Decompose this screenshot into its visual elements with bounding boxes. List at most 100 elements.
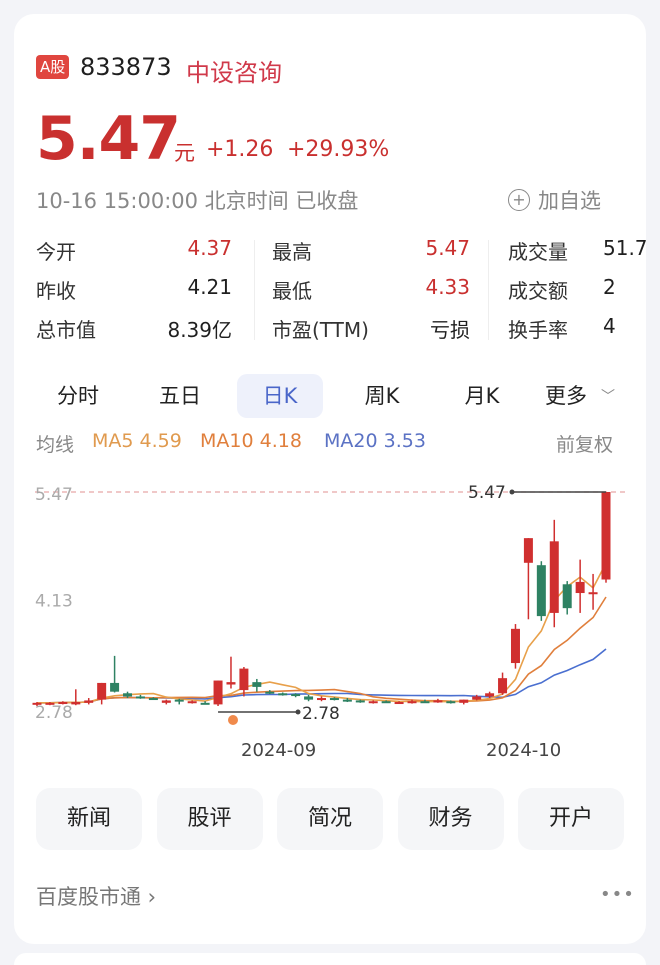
stat-label: 今开: [36, 240, 76, 264]
stat-label: 总市值: [36, 318, 96, 342]
ma-label: 均线: [36, 434, 75, 456]
candle-body: [446, 701, 456, 704]
price-change: +1.26: [206, 137, 274, 162]
candle-body: [562, 584, 572, 609]
candle-body: [381, 701, 391, 704]
price-change-pct: +29.93%: [287, 137, 390, 162]
candle-body: [549, 541, 559, 613]
candle-body: [213, 680, 223, 705]
candle-body: [304, 696, 314, 700]
candle-body: [135, 696, 145, 699]
candle-body: [342, 699, 352, 702]
quick-button-2[interactable]: 简况: [277, 788, 383, 850]
current-price: 5.47: [36, 104, 181, 174]
candle-body: [110, 682, 120, 692]
candle-body: [97, 682, 107, 700]
candle-body: [278, 693, 288, 696]
candle-body: [472, 696, 482, 700]
candle-body: [329, 698, 339, 701]
stat-value: 4.21: [187, 275, 232, 299]
divider: [254, 240, 255, 340]
candle-body: [588, 592, 598, 595]
adjust-selector[interactable]: 前复权: [556, 434, 614, 456]
tab-4[interactable]: 月K: [464, 384, 500, 408]
candle-body: [84, 700, 94, 703]
price-unit: 元: [174, 141, 195, 165]
stat-label: 换手率: [508, 318, 568, 342]
min-marker-dot: [295, 709, 301, 715]
ma20-value: MA20 3.53: [324, 430, 426, 452]
stat-value: 5.47: [425, 236, 470, 260]
min-price-label: 2.78: [302, 704, 340, 724]
candle-body: [239, 668, 249, 691]
stat-label: 成交额: [508, 279, 568, 303]
candle-body: [601, 492, 611, 580]
candle-body: [355, 700, 365, 703]
y-tick-label: 5.47: [35, 485, 73, 505]
stat-value: 4.33: [425, 275, 470, 299]
ma5-line: [37, 562, 607, 704]
stat-label: 市盈(TTM): [272, 318, 369, 342]
candle-body: [536, 565, 546, 617]
candle-body: [510, 628, 520, 664]
candle-body: [161, 700, 171, 703]
ma10-line: [37, 596, 607, 704]
candle-body: [317, 698, 326, 701]
quick-button-3[interactable]: 财务: [397, 788, 504, 850]
tab-2[interactable]: 日K: [237, 374, 323, 418]
kline-chart[interactable]: 5.47 4.13 2.78 5.47 2.78 2024-09 2024-10: [0, 470, 660, 770]
quick-button-4[interactable]: 开户: [518, 788, 624, 850]
candle-body: [433, 700, 443, 703]
candle-body: [123, 693, 133, 697]
add-watchlist-button[interactable]: + 加自选: [508, 185, 601, 215]
stat-value: 4: [603, 314, 616, 338]
candle-body: [226, 682, 236, 685]
stock-name[interactable]: 中设咨询: [186, 59, 282, 87]
tab-3[interactable]: 周K: [364, 384, 400, 408]
stat-value: 亏损: [430, 318, 470, 342]
ma5-value: MA5 4.59: [92, 430, 182, 452]
more-icon[interactable]: •••: [600, 884, 635, 905]
chevron-down-icon[interactable]: ﹀: [601, 389, 615, 405]
max-marker-dot: [509, 489, 515, 495]
candle-body: [498, 678, 508, 694]
stat-label: 最低: [272, 279, 312, 303]
source-link[interactable]: 百度股市通 ›: [36, 885, 157, 909]
candle-body: [252, 682, 262, 687]
candle-body: [291, 694, 301, 697]
market-badge: A股: [36, 55, 70, 79]
candle-body: [71, 702, 81, 705]
event-marker-icon: [228, 715, 238, 725]
add-watchlist-label: 加自选: [538, 189, 601, 213]
ma10-value: MA10 4.18: [200, 430, 302, 452]
candle-body: [485, 693, 495, 697]
stat-label: 成交量: [508, 240, 568, 264]
candle-body: [575, 581, 585, 594]
x-tick-label: 2024-09: [241, 740, 316, 761]
candle-body: [174, 699, 184, 702]
candle-body: [420, 701, 430, 704]
candle-body: [523, 538, 533, 563]
tab-5[interactable]: 更多: [545, 384, 587, 408]
candle-body: [148, 698, 158, 701]
candle-body: [58, 702, 68, 705]
stat-value: 51.7: [603, 236, 648, 260]
next-card: [14, 953, 646, 965]
tab-1[interactable]: 五日: [159, 384, 201, 408]
plus-circle-icon: +: [508, 189, 530, 211]
y-tick-label: 4.13: [35, 592, 73, 612]
candle-body: [459, 699, 469, 703]
candle-body: [394, 702, 404, 705]
x-tick-label: 2024-10: [486, 740, 561, 761]
divider: [488, 240, 489, 340]
quote-time: 10-16 15:00:00 北京时间 已收盘: [36, 189, 359, 213]
tab-0[interactable]: 分时: [57, 384, 99, 408]
candle-body: [368, 701, 378, 704]
quick-button-1[interactable]: 股评: [156, 788, 263, 850]
quick-button-0[interactable]: 新闻: [36, 788, 142, 850]
stat-label: 最高: [272, 240, 312, 264]
stat-value: 8.39亿: [167, 318, 232, 342]
y-tick-label: 2.78: [35, 703, 73, 723]
candle-body: [45, 702, 55, 705]
candle-body: [187, 701, 197, 704]
